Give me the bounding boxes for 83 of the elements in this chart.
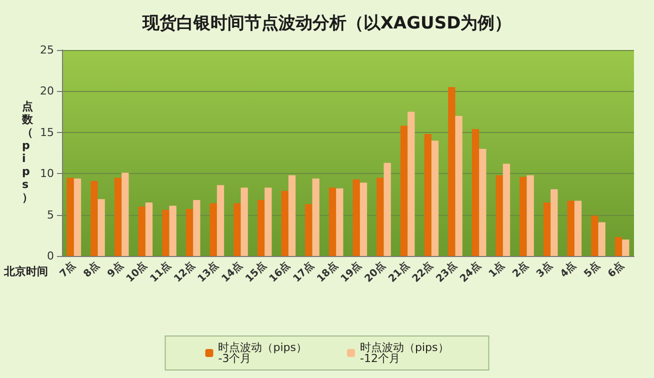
bar	[264, 188, 272, 256]
bar	[574, 200, 582, 256]
legend-label: 时点波动（pips） -3个月	[218, 341, 308, 365]
x-tick-label: 18点	[314, 259, 340, 285]
bar	[614, 237, 622, 256]
x-tick-label: 6点	[606, 259, 626, 280]
bar	[193, 200, 200, 256]
x-tick-label: 14点	[219, 259, 245, 285]
bar	[145, 202, 153, 256]
bar	[400, 126, 408, 256]
bar	[90, 181, 98, 256]
bar	[210, 203, 217, 256]
x-tick-label: 21点	[386, 259, 412, 285]
bar	[598, 222, 606, 256]
bar	[122, 172, 129, 256]
x-tick-label: 5点	[582, 259, 602, 280]
bar	[408, 112, 415, 256]
y-tick-label: 10	[40, 167, 54, 180]
x-tick-label: 24点	[458, 259, 483, 285]
bar	[98, 199, 105, 256]
y-axis-title: 点数（pips）	[21, 100, 34, 204]
bar	[288, 175, 296, 256]
bar	[448, 87, 456, 256]
bar	[526, 175, 534, 256]
bar	[567, 200, 574, 256]
bar	[360, 182, 368, 256]
x-tick-label: 8点	[81, 259, 102, 280]
x-tick-label: 12点	[172, 259, 197, 285]
x-tick-label: 9点	[105, 259, 126, 280]
bar	[312, 178, 320, 256]
bar	[479, 148, 486, 256]
x-tick-label: 20点	[362, 259, 388, 285]
bar	[336, 188, 344, 256]
bar	[305, 204, 312, 256]
y-tick-label: 0	[47, 250, 54, 262]
x-tick-label: 16点	[266, 259, 292, 285]
bar	[502, 164, 510, 256]
x-tick-label: 23点	[434, 259, 460, 285]
x-tick-label: 1点	[486, 259, 507, 280]
bar	[472, 129, 480, 256]
x-tick-label: 4点	[558, 259, 578, 280]
bar	[169, 206, 176, 256]
bar	[281, 190, 288, 256]
x-tick-label: 7点	[57, 259, 78, 280]
x-tick-label: 10点	[124, 259, 150, 285]
bar	[138, 206, 146, 256]
x-tick-label: 3点	[534, 259, 554, 280]
x-tick-label: 17点	[290, 259, 316, 285]
x-tick-label: 15点	[243, 259, 268, 285]
bar	[376, 178, 384, 256]
bar	[431, 140, 439, 256]
y-tick-label: 5	[47, 208, 54, 222]
bar	[186, 209, 194, 256]
bar	[352, 179, 360, 256]
bar	[550, 189, 558, 256]
x-tick-label: 13点	[195, 259, 221, 285]
bar	[66, 178, 74, 256]
y-tick-label: 20	[40, 84, 54, 98]
bar	[520, 176, 527, 256]
bar	[234, 203, 241, 256]
chart-title: 现货白银时间节点波动分析（以XAGUSD为例）	[141, 14, 512, 34]
x-axis-title: 北京时间	[3, 265, 48, 278]
legend-label: 时点波动（pips） -12个月	[360, 341, 449, 365]
bar	[216, 185, 224, 256]
bar	[496, 175, 503, 256]
x-tick-label: 2点	[510, 259, 531, 280]
x-tick-label: 19点	[338, 259, 364, 285]
bar	[424, 134, 432, 256]
bar	[384, 162, 391, 256]
bar	[240, 188, 248, 256]
bar	[114, 178, 122, 256]
bar	[455, 116, 462, 256]
bar	[622, 240, 630, 256]
bar	[591, 216, 598, 256]
bar	[328, 188, 336, 256]
x-tick-label: 22点	[410, 259, 436, 285]
bar	[74, 178, 82, 256]
y-tick-label: 25	[40, 44, 54, 56]
bar	[257, 200, 265, 256]
y-tick-label: 15	[40, 126, 54, 139]
bar	[543, 202, 551, 256]
bar	[162, 210, 170, 256]
x-tick-label: 11点	[148, 259, 174, 285]
